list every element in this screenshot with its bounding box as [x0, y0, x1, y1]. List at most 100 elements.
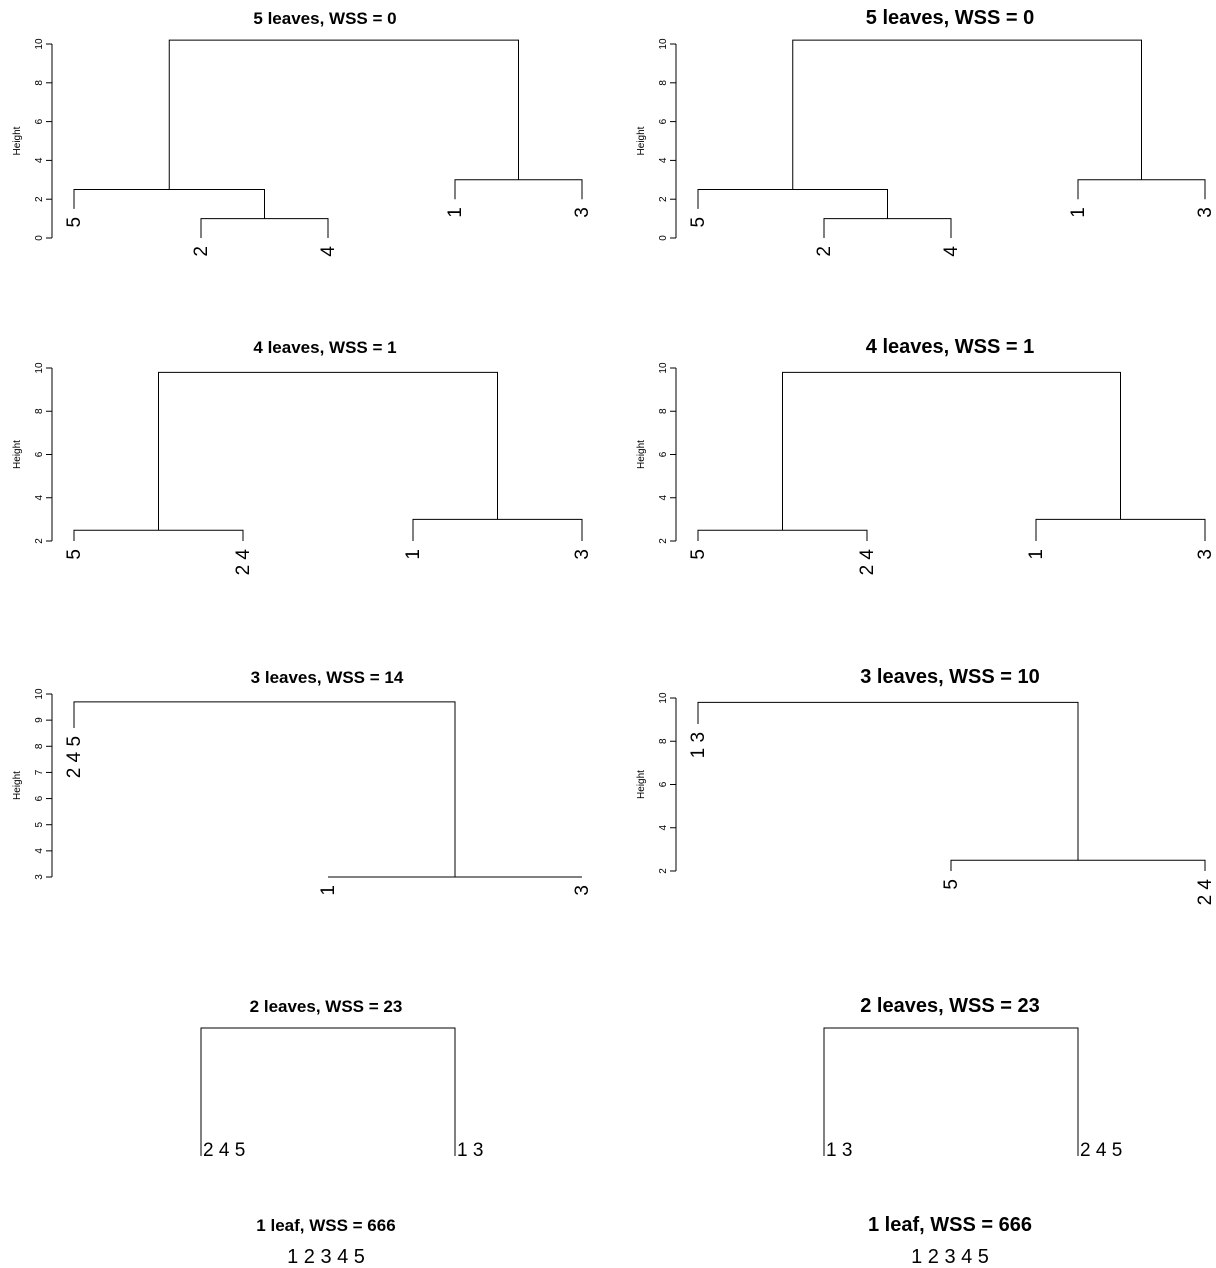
merge-link: [782, 371, 1121, 531]
y-tick-label: 2: [34, 538, 45, 544]
dendrogram-panel: 3 leaves, WSS = 10 2 4 6 8 10 Height 1 3 5 2 4: [636, 666, 1216, 905]
y-tick-label: 10: [34, 362, 45, 374]
y-tick-label: 2: [658, 538, 669, 544]
chart-title: 3 leaves, WSS = 14: [251, 668, 404, 687]
dendrogram-panel: 5 leaves, WSS = 0 0 2 4 6 8 10 Height 5 2 4 1 3: [636, 7, 1216, 257]
y-tick-label: 0: [34, 235, 45, 241]
y-tick-label: 5: [34, 821, 45, 827]
y-tick-label: 10: [34, 688, 45, 700]
y-tick-label: 8: [34, 408, 45, 414]
merge-link: [823, 218, 952, 238]
y-tick-label: 3: [34, 874, 45, 880]
leaf-label: 1 3: [826, 1140, 852, 1161]
dendrogram-panel: 5 leaves, WSS = 0 0 2 4 6 8 10 Height 5 2 4 1 3: [12, 9, 593, 257]
leaf-label: 4: [318, 246, 339, 257]
y-tick-label: 6: [34, 118, 45, 124]
y-tick-label: 10: [658, 38, 669, 50]
leaf-label: 4: [941, 246, 962, 257]
dendrogram-panel: 4 leaves, WSS = 1 2 4 6 8 10 Height 5 2 4 1 3: [12, 338, 593, 575]
leaf-label: 2 4 5: [64, 736, 85, 778]
chart-title: 4 leaves, WSS = 1: [253, 338, 396, 357]
y-tick-label: 2: [658, 196, 669, 202]
chart-title: 1 leaf, WSS = 666: [868, 1214, 1032, 1236]
chart-title: 3 leaves, WSS = 10: [860, 666, 1040, 688]
y-axis-label: Height: [636, 126, 647, 155]
leaf-label: 1 3: [688, 732, 709, 758]
y-tick-label: 10: [658, 362, 669, 374]
merge-link: [697, 701, 1079, 861]
leaf-label: 1 2 3 4 5: [287, 1246, 365, 1268]
y-tick-label: 4: [658, 157, 669, 163]
y-tick-label: 6: [34, 451, 45, 457]
dendrogram-panel: 1 leaf, WSS = 666 1 2 3 4 5: [868, 1214, 1032, 1268]
y-tick-label: 6: [658, 451, 669, 457]
chart-title: 1 leaf, WSS = 666: [256, 1216, 395, 1235]
y-tick-label: 8: [658, 408, 669, 414]
y-tick-label: 4: [34, 157, 45, 163]
dendrogram-panel: 3 leaves, WSS = 14 3 4 5 6 7 8 9 10 Height 2 4 5 1 3: [12, 668, 593, 896]
y-axis-label: Height: [12, 126, 23, 155]
merge-link: [158, 371, 498, 531]
y-tick-label: 4: [34, 495, 45, 501]
y-tick-label: 8: [658, 80, 669, 86]
merge-link: [1077, 179, 1206, 200]
merge-link: [168, 39, 519, 190]
y-tick-label: 8: [658, 738, 669, 744]
merge-link: [697, 529, 868, 541]
leaf-label: 5: [64, 217, 85, 228]
merge-link: [73, 529, 244, 541]
leaf-label: 2 4 5: [1080, 1140, 1122, 1161]
leaf-label: 1: [403, 549, 424, 560]
leaf-label: 2 4: [857, 549, 878, 576]
merge-link: [792, 39, 1142, 190]
leaf-label: 1: [1068, 207, 1089, 218]
chart-title: 2 leaves, WSS = 23: [860, 995, 1040, 1017]
leaf-label: 3: [572, 207, 593, 218]
y-tick-label: 10: [34, 38, 45, 50]
y-axis-label: Height: [12, 771, 23, 800]
leaf-label: 1: [318, 885, 339, 896]
dendrogram-panel: 2 leaves, WSS = 23 1 3 2 4 5: [823, 995, 1122, 1161]
leaf-label: 5: [64, 549, 85, 560]
leaf-label: 2: [191, 246, 212, 257]
leaf-label: 2: [814, 246, 835, 257]
merge-link: [950, 859, 1206, 871]
dendrogram-panel: 2 leaves, WSS = 23 2 4 5 1 3: [200, 997, 483, 1161]
y-tick-label: 8: [34, 743, 45, 749]
y-tick-label: 6: [658, 781, 669, 787]
y-tick-label: 4: [658, 825, 669, 831]
chart-title: 2 leaves, WSS = 23: [250, 997, 403, 1016]
y-tick-label: 9: [34, 717, 45, 723]
leaf-label: 3: [1195, 549, 1216, 560]
leaf-label: 5: [688, 549, 709, 560]
y-tick-label: 6: [658, 118, 669, 124]
leaf-label: 2 4: [1195, 879, 1216, 906]
y-tick-label: 7: [34, 769, 45, 775]
leaf-label: 1: [1026, 549, 1047, 560]
merge-link: [697, 189, 888, 219]
merge-link: [412, 518, 583, 541]
y-axis-label: Height: [636, 440, 647, 469]
y-tick-label: 0: [658, 235, 669, 241]
chart-title: 5 leaves, WSS = 0: [866, 7, 1034, 29]
y-tick-label: 10: [658, 692, 669, 704]
y-axis-label: Height: [12, 440, 23, 469]
y-tick-label: 6: [34, 795, 45, 801]
dendrogram-panel: 1 leaf, WSS = 666 1 2 3 4 5: [256, 1216, 395, 1268]
leaf-label: 3: [572, 549, 593, 560]
leaf-label: 2 4: [233, 549, 254, 576]
leaf-label: 5: [941, 879, 962, 890]
leaf-label: 1: [445, 207, 466, 218]
merge-link: [200, 218, 329, 238]
merge-link: [73, 701, 456, 877]
y-axis-label: Height: [636, 770, 647, 799]
leaf-label: 1 2 3 4 5: [911, 1246, 989, 1268]
merge-link: [823, 1027, 1079, 1156]
merge-link: [454, 179, 583, 200]
leaf-label: 5: [688, 217, 709, 228]
y-tick-label: 8: [34, 80, 45, 86]
y-tick-label: 2: [34, 196, 45, 202]
merge-link: [1035, 518, 1206, 541]
dendrogram-panel: 4 leaves, WSS = 1 2 4 6 8 10 Height 5 2 4 1 3: [636, 336, 1216, 575]
